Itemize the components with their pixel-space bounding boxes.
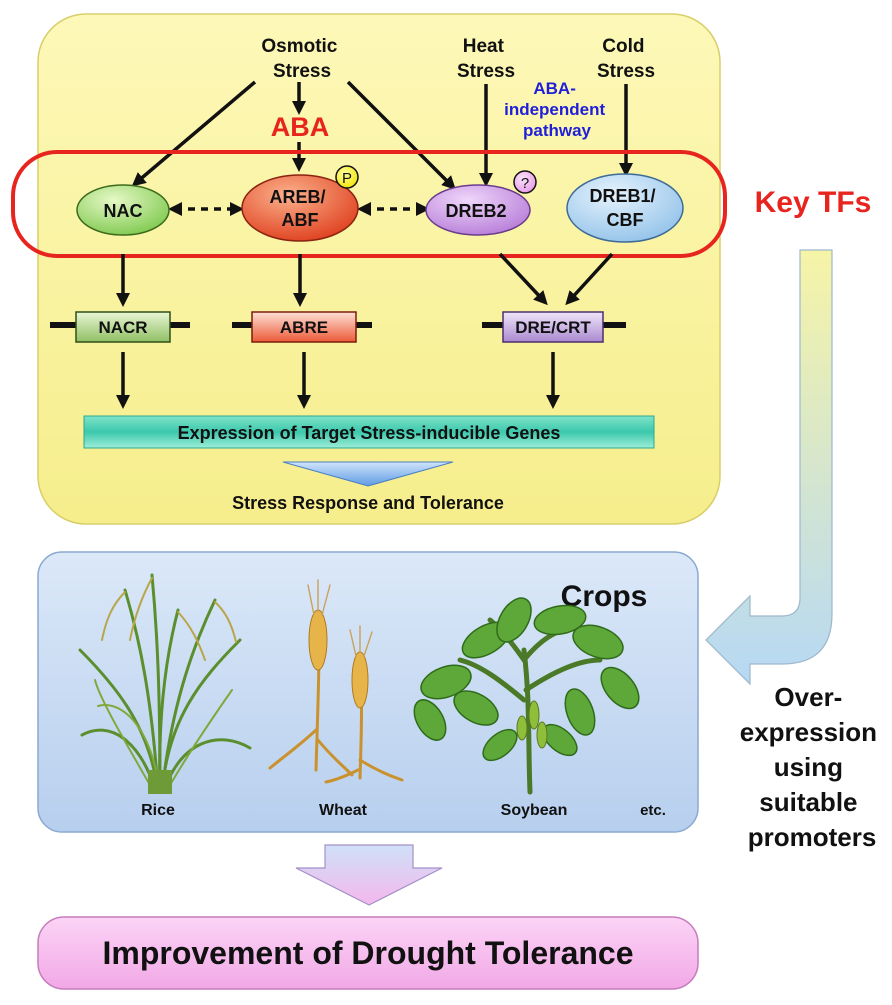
element-nacr-label: NACR — [98, 318, 147, 337]
aba-label: ABA — [271, 112, 330, 142]
response-arrow — [282, 461, 454, 487]
dreb1-to-dre-arrow — [565, 252, 614, 306]
stress-arrows — [131, 80, 633, 190]
aba-independent-label: ABA- independent pathway — [504, 79, 610, 140]
heat-stress-label: Heat Stress — [457, 36, 515, 82]
response-label: Stress Response and Tolerance — [232, 493, 504, 513]
osmotic-to-nac-arrow — [131, 80, 257, 187]
element-abre-label: ABRE — [280, 318, 328, 337]
etc-label: etc. — [640, 802, 666, 819]
crops-panel — [37, 551, 699, 833]
cold-stress-label: Cold Stress — [597, 36, 655, 82]
tf-dreb1-cbf: DREB1/ CBF — [566, 173, 684, 243]
tf-nac: NAC — [76, 184, 170, 236]
target-genes-bar — [83, 415, 655, 449]
svg-text:?: ? — [521, 175, 529, 192]
rice-plant-image — [78, 573, 252, 794]
outcome-label: Improvement of Drought Tolerance — [102, 935, 633, 971]
osmotic-stress-label: Osmotic Stress — [261, 36, 342, 82]
tf-areb-label: AREB/ ABF — [269, 187, 330, 230]
wheat-label: Wheat — [319, 802, 368, 819]
tf-dreb2-label: DREB2 — [445, 201, 506, 221]
svg-text:P: P — [342, 170, 352, 187]
outcome-box — [37, 916, 699, 990]
overexpression-hook-arrow — [705, 249, 833, 686]
wheat-plant-image — [268, 579, 404, 784]
soybean-plant-image — [413, 597, 640, 795]
outcome-arrow — [295, 844, 443, 906]
tf-areb-abf: AREB/ ABF — [241, 174, 359, 242]
dreb2-to-dre-arrow — [498, 252, 548, 306]
tf-to-element-arrows — [116, 252, 614, 307]
element-nacr: NACR — [75, 311, 171, 343]
tf-nac-label: NAC — [104, 201, 143, 221]
unknown-badge: ? — [513, 170, 537, 194]
key-tfs-outline — [11, 150, 727, 258]
element-to-gene-arrows — [116, 352, 560, 409]
element-abre: ABRE — [251, 311, 357, 343]
osmotic-to-dreb2-arrow — [346, 80, 456, 190]
key-tfs-label: Key TFs — [755, 186, 872, 219]
soybean-label: Soybean — [501, 802, 568, 819]
rice-label: Rice — [141, 802, 175, 819]
element-dre-label: DRE/CRT — [515, 318, 591, 337]
tf-dreb1-label: DREB1/ CBF — [589, 186, 660, 230]
target-genes-label: Expression of Target Stress-inducible Ge… — [178, 423, 561, 443]
phosphorylation-badge: P — [335, 165, 359, 189]
element-dre-crt: DRE/CRT — [502, 311, 604, 343]
overexpression-label: Over- expression using suitable promoter… — [740, 682, 885, 852]
tf-dreb2: DREB2 — [425, 184, 531, 236]
